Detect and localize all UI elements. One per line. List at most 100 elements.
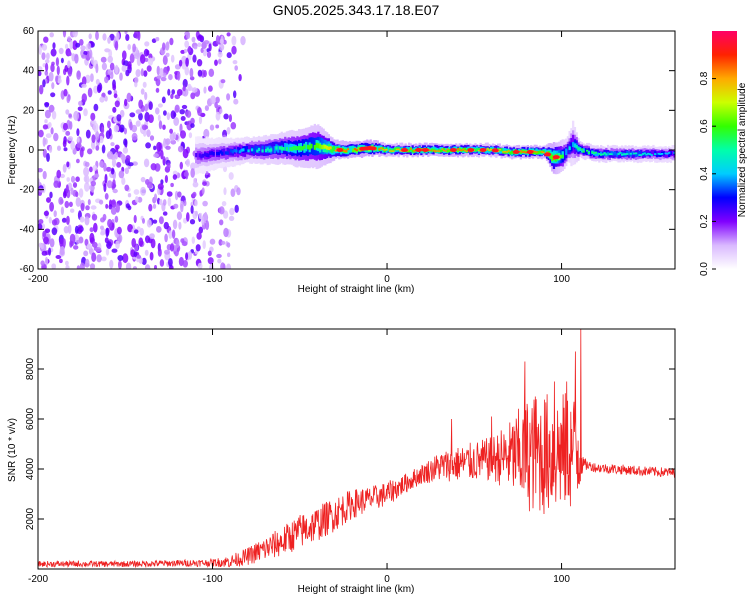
noise-speckle (90, 112, 96, 121)
ridge-cell (196, 150, 200, 160)
ridge-cell (601, 153, 604, 156)
ridge-cell (626, 153, 629, 155)
noise-speckle (226, 32, 231, 37)
noise-speckle (46, 152, 50, 162)
noise-speckle (74, 54, 79, 64)
noise-speckle (202, 200, 208, 207)
ridge-cell (275, 146, 278, 150)
noise-speckle (44, 256, 49, 266)
noise-speckle (48, 247, 52, 256)
noise-speckle (160, 179, 164, 185)
noise-speckle (56, 65, 60, 76)
noise-speckle (198, 116, 203, 125)
noise-speckle (45, 133, 52, 139)
ridge-cell (654, 151, 657, 155)
noise-speckle (67, 60, 71, 69)
signal-ridge (195, 120, 675, 175)
ridge-cell (388, 148, 392, 152)
ridge-cell (435, 150, 439, 152)
noise-speckle (155, 37, 160, 42)
ridge-peak (512, 150, 520, 154)
ridge-cell (664, 151, 667, 158)
ridge-cell (226, 151, 229, 155)
ridge-cell (504, 150, 507, 153)
noise-speckle (105, 227, 109, 238)
noise-speckle (125, 34, 130, 41)
ridge-cell (586, 148, 589, 156)
noise-speckle (137, 196, 143, 203)
snr-series-line (38, 329, 675, 569)
noise-speckle (46, 197, 51, 203)
noise-speckle (168, 258, 173, 267)
noise-speckle (76, 136, 80, 143)
ridge-cell (640, 149, 643, 157)
noise-speckle (46, 52, 50, 60)
noise-speckle (163, 221, 169, 230)
noise-speckle (218, 206, 225, 215)
snr-y-label: SNR (10 * v/v) (7, 418, 18, 482)
noise-speckle (107, 218, 113, 228)
ridge-cell (446, 148, 449, 150)
noise-speckle (171, 229, 176, 239)
noise-speckle (168, 230, 173, 239)
noise-speckle (229, 207, 235, 216)
noise-speckle (114, 100, 120, 108)
noise-speckle (203, 128, 210, 139)
noise-speckle (154, 265, 157, 269)
noise-speckle (123, 60, 129, 67)
noise-speckle (78, 188, 84, 198)
ridge-cell (477, 147, 481, 151)
ridge-cell (502, 151, 505, 153)
ridge-cell (615, 153, 618, 157)
noise-speckle (50, 127, 54, 135)
noise-speckle (165, 52, 170, 58)
ridge-cell (289, 147, 292, 151)
noise-speckle (107, 120, 111, 129)
noise-speckle (169, 128, 174, 134)
y-tick-label: -60 (20, 264, 35, 275)
noise-speckle (158, 120, 163, 130)
noise-speckle (184, 40, 190, 48)
noise-speckle (73, 245, 79, 250)
noise-speckle (83, 250, 89, 257)
ridge-cell (284, 143, 287, 151)
noise-speckle (214, 59, 218, 66)
noise-speckle (133, 214, 137, 224)
ridge-cell (291, 146, 294, 151)
noise-speckle (190, 123, 195, 128)
ridge-cell (509, 151, 512, 155)
noise-speckle (52, 42, 56, 50)
ridge-cell (650, 149, 653, 157)
noise-speckle (149, 251, 154, 261)
noise-speckle (190, 92, 196, 100)
noise-speckle (48, 71, 54, 82)
noise-speckle (58, 196, 64, 205)
noise-speckle (190, 168, 195, 178)
noise-speckle (216, 253, 222, 259)
ridge-cell (673, 152, 675, 154)
ridge-peak (421, 148, 429, 152)
noise-speckle (208, 85, 213, 92)
ridge-cell (591, 151, 594, 154)
noise-speckle (133, 189, 140, 195)
noise-speckle (184, 48, 187, 54)
ridge-cell (521, 149, 524, 153)
noise-speckle (164, 175, 168, 183)
noise-speckle (42, 136, 46, 147)
noise-speckle (210, 95, 216, 105)
noise-speckle (172, 219, 178, 230)
ridge-cell (383, 149, 386, 151)
noise-speckle (81, 54, 87, 59)
noise-speckle (142, 218, 145, 224)
noise-speckle (113, 93, 118, 99)
noise-speckle (88, 33, 92, 40)
noise-speckle (39, 84, 44, 95)
ridge-cell (266, 147, 269, 151)
noise-speckle (189, 219, 196, 225)
noise-speckle (219, 219, 224, 226)
noise-speckle (121, 177, 126, 186)
noise-speckle (135, 196, 139, 203)
noise-speckle (162, 199, 167, 206)
noise-speckle (150, 238, 156, 249)
noise-speckle (167, 197, 172, 207)
